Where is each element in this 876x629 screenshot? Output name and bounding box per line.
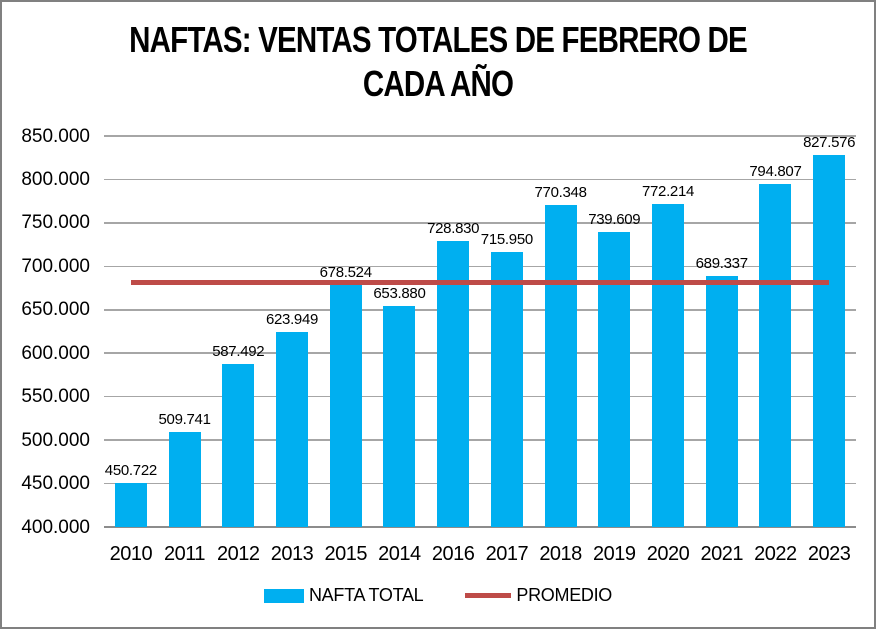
x-axis-tick-label-2015: 2015: [324, 543, 367, 565]
y-axis-tick-label: 850.000: [21, 125, 90, 147]
gridline: [104, 395, 856, 398]
bar-2021: [705, 275, 738, 527]
legend-label-promedio: PROMEDIO: [516, 585, 612, 605]
gridline: [104, 222, 856, 224]
x-axis-tick-label-2018: 2018: [539, 543, 582, 565]
bar-2020: [652, 203, 684, 527]
chart-title-line1: NAFTAS: VENTAS TOTALES DE FEBRERO DE: [129, 19, 748, 60]
data-label-2015: 678.524: [319, 263, 372, 281]
bar-2014: [383, 306, 416, 527]
y-axis-tick-label: 600.000: [21, 342, 90, 364]
x-axis-tick-label-2020: 2020: [646, 543, 690, 565]
bar-2011: [168, 431, 201, 527]
bar-2019: [598, 231, 631, 527]
x-axis-tick-label-2017: 2017: [485, 543, 529, 565]
gridline: [104, 265, 856, 268]
data-label-2013: 623.949: [265, 311, 319, 329]
gridline: [104, 309, 856, 311]
x-axis-tick-label-2013: 2013: [270, 543, 314, 565]
y-axis-tick-label: 500.000: [21, 429, 90, 451]
promedio-average-line: [130, 280, 830, 285]
bar-2023: [813, 155, 846, 527]
y-axis-tick-label: 400.000: [21, 516, 90, 538]
data-label-2023: 827.576: [803, 134, 856, 152]
x-axis-line: [104, 526, 856, 528]
data-label-2010: 450.722: [104, 461, 157, 479]
data-label-2016: 728.830: [427, 220, 480, 238]
data-label-2020: 772.214: [641, 182, 695, 200]
bar-2017: [490, 252, 523, 527]
gridline: [104, 439, 856, 441]
data-label-2014: 653.880: [373, 285, 426, 303]
y-axis-tick-label: 800.000: [21, 168, 90, 190]
bar-2015: [329, 284, 362, 527]
legend: NAFTA TOTAL PROMEDIO: [2, 585, 874, 606]
y-axis-tick-label: 650.000: [21, 299, 90, 321]
legend-item-promedio: PROMEDIO: [465, 585, 612, 606]
y-axis-tick-label: 450.000: [21, 473, 90, 495]
x-axis-tick-label-2019: 2019: [593, 543, 636, 565]
y-axis-tick-label: 700.000: [21, 255, 90, 277]
bar-2018: [544, 205, 577, 527]
bar-2010: [114, 482, 147, 527]
gridline: [104, 135, 856, 137]
bar-2012: [222, 364, 255, 527]
data-label-2019: 739.609: [588, 210, 641, 228]
x-axis-tick-label-2021: 2021: [700, 543, 743, 565]
x-axis-tick-label-2012: 2012: [217, 543, 260, 565]
x-axis-tick-label-2023: 2023: [807, 543, 851, 565]
y-axis-tick-label: 750.000: [21, 212, 90, 234]
bar-2022: [759, 183, 792, 527]
bar-series-swatch-icon: [263, 588, 304, 603]
legend-item-nafta-total: NAFTA TOTAL: [263, 585, 424, 606]
bar-2016: [437, 241, 470, 527]
data-label-2011: 509.741: [158, 410, 211, 428]
chart-title-line2: CADA AÑO: [362, 63, 514, 104]
gridline: [104, 178, 856, 181]
data-label-2017: 715.950: [480, 231, 533, 249]
line-series-swatch-icon: [465, 593, 512, 598]
x-axis-tick-label-2022: 2022: [754, 543, 797, 565]
legend-label-nafta-total: NAFTA TOTAL: [308, 585, 424, 605]
x-axis-tick-label-2014: 2014: [378, 543, 421, 565]
gridline: [104, 482, 856, 485]
data-label-2018: 770.348: [534, 184, 587, 202]
bar-2013: [276, 332, 308, 527]
data-label-2012: 587.492: [212, 343, 265, 361]
data-label-2021: 689.337: [695, 254, 748, 272]
gridline: [104, 352, 856, 354]
x-axis-tick-label-2010: 2010: [109, 543, 153, 565]
x-axis-tick-label-2011: 2011: [164, 543, 206, 565]
x-axis-tick-label-2016: 2016: [431, 543, 475, 565]
chart-title: NAFTAS: VENTAS TOTALES DE FEBRERO DE CAD…: [80, 18, 795, 106]
data-label-2022: 794.807: [749, 162, 802, 180]
y-axis-tick-label: 550.000: [21, 386, 90, 408]
